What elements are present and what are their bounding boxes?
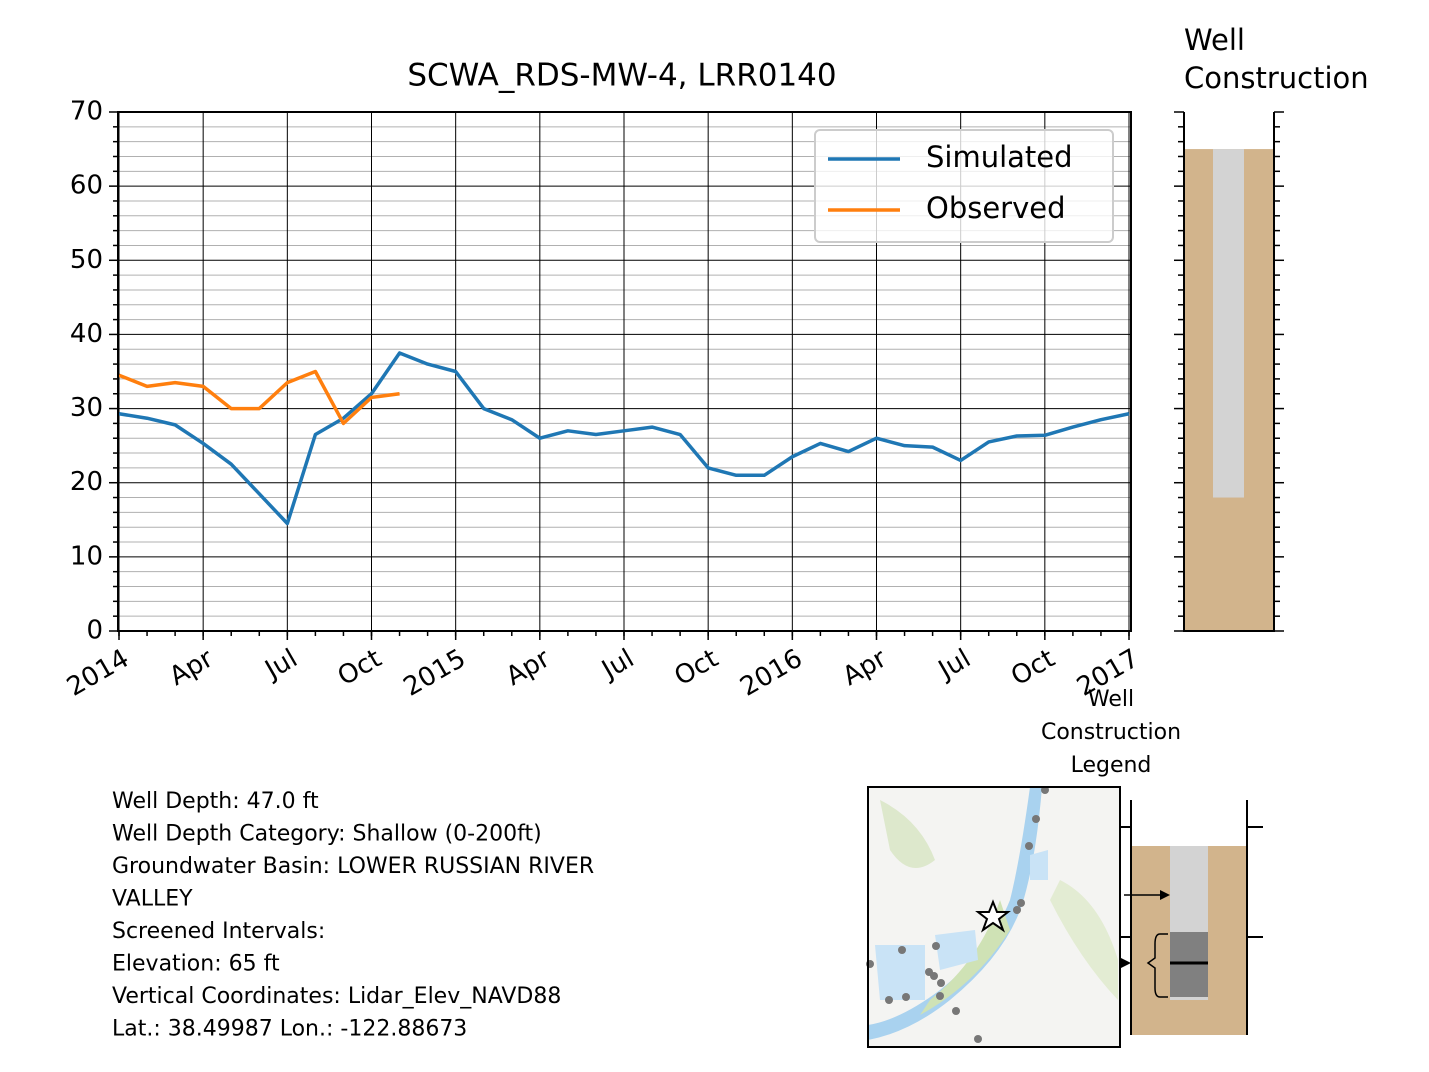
legend: Simulated Observed [814, 129, 1114, 243]
info-line: Vertical Coordinates: Lidar_Elev_NAVD88 [112, 984, 561, 1009]
x-tick-label: 2014 [62, 644, 134, 703]
series-line [118, 351, 1130, 526]
arrow-head [1121, 958, 1131, 968]
title-line: Well [1088, 687, 1134, 712]
title-line: Construction [1184, 61, 1369, 95]
x-tick-label: Jul [932, 644, 976, 687]
map-pond [1030, 850, 1048, 880]
info-line: Lat.: 38.49987 Lon.: -122.88673 [112, 1017, 467, 1042]
casing [1213, 149, 1244, 498]
info-line: Elevation: 65 ft [112, 952, 280, 977]
info-line: Well Depth Category: Shallow (0-200ft) [112, 822, 542, 847]
info-line: VALLEY [112, 887, 193, 912]
y-tick-label: 40 [70, 319, 103, 349]
x-tick-label: 2016 [735, 644, 807, 703]
map-vegetation [1050, 880, 1118, 1000]
legend-label: Observed [926, 191, 1066, 225]
y-tick-label: 10 [70, 541, 103, 571]
x-tick-label: Oct [333, 644, 387, 692]
x-tick-label: Apr [838, 643, 892, 692]
y-tick-label: 70 [70, 97, 103, 127]
map-frame [867, 786, 1121, 1048]
map-vegetation [880, 800, 935, 868]
y-tick-label: 30 [70, 393, 103, 423]
info-line: Groundwater Basin: LOWER RUSSIAN RIVER [112, 854, 594, 879]
info-line: Well Depth: 47.0 ft [112, 789, 319, 814]
map-pond [935, 930, 978, 970]
arrow-head [1160, 890, 1170, 900]
x-tick-label: Oct [669, 644, 723, 692]
info-line: Screened Intervals: [112, 919, 325, 944]
map-pond [875, 945, 925, 1000]
title-line: Legend [1071, 753, 1152, 778]
x-tick-label: 2015 [399, 644, 471, 703]
y-tick-label: 50 [70, 245, 103, 275]
title-line: Well [1184, 23, 1245, 57]
well-frame [1183, 112, 1275, 632]
location-map [866, 786, 1121, 1048]
x-tick-label: Jul [595, 644, 639, 687]
well-location-star [975, 899, 1011, 933]
well-info: Well Depth: 47.0 ft Well Depth Category: … [112, 789, 594, 1042]
y-tick-label: 20 [70, 467, 103, 497]
x-tick-label: Jul [259, 644, 303, 687]
main-chart: SCWA_RDS-MW-4, LRR0140 0 10 20 30 40 50 60 70 201… [62, 58, 1144, 703]
x-tick-label: Apr [164, 643, 218, 692]
series-line [118, 369, 400, 426]
y-tick-label: 0 [86, 616, 103, 646]
bracket [1146, 933, 1168, 998]
well-construction-legend: Well Construction Legend [1041, 687, 1263, 1035]
legend-diagram-title: Well Construction Legend [1041, 687, 1181, 778]
legend-label: Simulated [926, 140, 1073, 174]
x-tick-label: Oct [1006, 644, 1060, 692]
title-line: Construction [1041, 720, 1181, 745]
well-title: Well Construction [1184, 23, 1369, 95]
x-tick-label: Apr [501, 643, 555, 692]
y-tick-label: 60 [70, 171, 103, 201]
plot-frame [117, 111, 1132, 632]
tick [1121, 826, 1263, 938]
well-chart: Well Construction [1174, 23, 1369, 632]
chart-title: SCWA_RDS-MW-4, LRR0140 [407, 58, 836, 94]
